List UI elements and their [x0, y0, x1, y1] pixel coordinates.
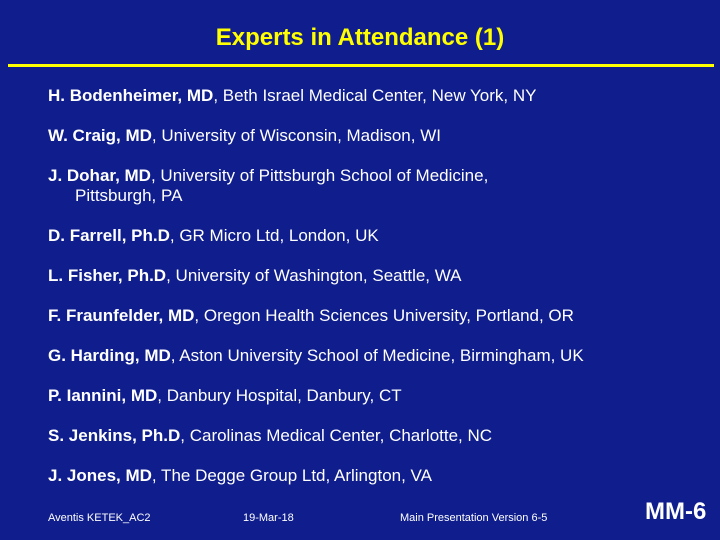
expert-name: L. Fisher, Ph.D: [48, 266, 167, 285]
expert-entry: H. Bodenheimer, MD, Beth Israel Medical …: [48, 86, 708, 106]
expert-affiliation: , Aston University School of Medicine, B…: [170, 346, 584, 365]
expert-affiliation: , Danbury Hospital, Danbury, CT: [157, 386, 402, 405]
expert-name: S. Jenkins, Ph.D: [48, 426, 181, 445]
expert-affiliation: , The Degge Group Ltd, Arlington, VA: [151, 466, 432, 485]
expert-affiliation: , Oregon Health Sciences University, Por…: [194, 306, 574, 325]
footer-version: Main Presentation Version 6-5: [400, 512, 548, 524]
expert-name: J. Dohar, MD: [48, 166, 151, 185]
footer-document-id: Aventis KETEK_AC2: [48, 512, 151, 524]
expert-entry: J. Jones, MD, The Degge Group Ltd, Arlin…: [48, 466, 708, 486]
slide-number: MM-6: [645, 498, 707, 525]
expert-affiliation: , University of Pittsburgh School of Med…: [150, 166, 489, 185]
expert-affiliation-continuation: Pittsburgh, PA: [75, 186, 183, 205]
footer-date: 19-Mar-18: [243, 512, 294, 524]
expert-name: D. Farrell, Ph.D: [48, 226, 170, 245]
expert-entry: G. Harding, MD, Aston University School …: [48, 346, 708, 366]
expert-entry: J. Dohar, MD, University of Pittsburgh S…: [48, 166, 708, 206]
expert-name: G. Harding, MD: [48, 346, 171, 365]
expert-entry: F. Fraunfelder, MD, Oregon Health Scienc…: [48, 306, 708, 326]
expert-entry: S. Jenkins, Ph.D, Carolinas Medical Cent…: [48, 426, 708, 446]
expert-entry: D. Farrell, Ph.D, GR Micro Ltd, London, …: [48, 226, 708, 246]
expert-affiliation: , GR Micro Ltd, London, UK: [169, 226, 379, 245]
expert-name: H. Bodenheimer, MD: [48, 86, 214, 105]
expert-entry: W. Craig, MD, University of Wisconsin, M…: [48, 126, 708, 146]
title-divider: [8, 64, 714, 67]
expert-name: J. Jones, MD: [48, 466, 152, 485]
expert-name: W. Craig, MD: [48, 126, 152, 145]
expert-affiliation: , University of Wisconsin, Madison, WI: [151, 126, 441, 145]
expert-affiliation: , Carolinas Medical Center, Charlotte, N…: [180, 426, 493, 445]
experts-list: H. Bodenheimer, MD, Beth Israel Medical …: [48, 86, 708, 506]
expert-affiliation: , Beth Israel Medical Center, New York, …: [213, 86, 537, 105]
slide-title: Experts in Attendance (1): [215, 24, 505, 51]
expert-entry: L. Fisher, Ph.D, University of Washingto…: [48, 266, 708, 286]
expert-name: P. Iannini, MD: [48, 386, 158, 405]
expert-name: F. Fraunfelder, MD: [48, 306, 195, 325]
expert-affiliation: , University of Washington, Seattle, WA: [166, 266, 462, 285]
expert-entry: P. Iannini, MD, Danbury Hospital, Danbur…: [48, 386, 708, 406]
